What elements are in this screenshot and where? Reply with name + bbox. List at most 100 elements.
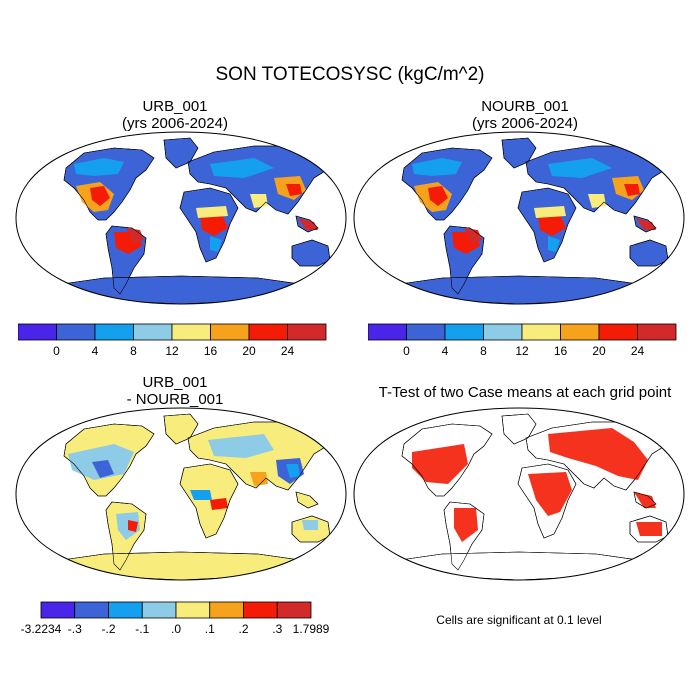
map-border xyxy=(353,131,685,305)
colorbar-box xyxy=(133,323,173,341)
coastline xyxy=(163,413,199,445)
panel-title-line1: T-Test of two Case means at each grid po… xyxy=(378,384,672,401)
colorbar-box xyxy=(94,323,134,341)
colorbar-tick-label: 16 xyxy=(554,344,568,358)
colorbar-tick-label: 20 xyxy=(592,344,606,358)
significance-note: Cells are significant at 0.1 level xyxy=(436,613,602,627)
field-patch xyxy=(90,186,110,206)
colorbar-tick-label: 12 xyxy=(165,344,179,358)
panel-title-line2: (yrs 2006-2024) xyxy=(122,115,228,132)
colorbar-tick-label: .3 xyxy=(272,622,282,636)
colorbar-box xyxy=(276,601,312,619)
colorbar-box xyxy=(483,323,523,341)
field-patch xyxy=(538,214,566,236)
map-urb xyxy=(15,131,347,305)
field-patch xyxy=(190,490,212,500)
coastline xyxy=(401,147,493,221)
colorbar-box xyxy=(209,601,244,619)
map-border xyxy=(15,407,347,581)
coastline xyxy=(291,515,331,543)
colorbar-box xyxy=(56,323,96,341)
colorbar-tick-label: .1 xyxy=(205,622,215,636)
colorbar-box xyxy=(248,323,288,341)
colorbar-diff: -3.2234 -.3 -.2 -.1 .0 .1 .2 .3 1.7989 xyxy=(21,601,330,636)
panel-title-line1: URB_001 xyxy=(142,98,208,115)
field-patch xyxy=(548,158,612,178)
colorbar-box xyxy=(141,601,177,619)
colorbar-box xyxy=(521,323,561,341)
map-border xyxy=(353,407,685,581)
coastline xyxy=(633,491,657,509)
colorbar-tick-label: 4 xyxy=(92,344,99,358)
field-patch xyxy=(208,434,274,458)
coastline xyxy=(401,423,493,497)
colorbar-tick-label: 24 xyxy=(631,344,645,358)
coastline xyxy=(179,187,239,263)
panel-title-ttest: T-Test of two Case means at each grid po… xyxy=(355,384,695,401)
panel-title-line2: (yrs 2006-2024) xyxy=(472,115,578,132)
significant-region xyxy=(636,522,662,536)
colorbar-box xyxy=(243,601,278,619)
colorbar-tick-label: .2 xyxy=(238,622,248,636)
colorbar-box xyxy=(175,601,211,619)
colorbar-box xyxy=(171,323,211,341)
colorbar-tick-label: 0 xyxy=(403,344,410,358)
field-patch xyxy=(200,214,228,236)
coastline xyxy=(179,463,239,539)
coastline xyxy=(443,225,485,295)
field-patch xyxy=(302,520,318,530)
colorbar-tick-label: 4 xyxy=(442,344,449,358)
coastline xyxy=(629,239,669,267)
colorbar-tick-label: 8 xyxy=(480,344,487,358)
colorbar-tick-label: 0 xyxy=(53,344,60,358)
colorbar-tick-label: .0 xyxy=(171,622,181,636)
field-patch xyxy=(126,228,144,244)
coastline xyxy=(105,501,147,571)
coastline xyxy=(63,423,155,497)
colorbar-box xyxy=(18,323,57,341)
coastline xyxy=(443,501,485,571)
colorbar-tick-label: 1.7989 xyxy=(293,622,330,636)
field-patch xyxy=(548,236,560,252)
colorbar-box xyxy=(287,323,327,341)
panel-title-line2: - NOURB_001 xyxy=(126,391,224,408)
field-patch xyxy=(196,206,228,218)
colorbar-urb: 0 4 8 12 16 20 24 xyxy=(18,323,327,358)
panel-title-urb: URB_001 (yrs 2006-2024) xyxy=(40,98,310,132)
field-patch xyxy=(128,520,138,532)
coastline xyxy=(291,239,331,267)
coastline xyxy=(517,463,577,539)
coastline xyxy=(501,137,537,169)
coastline xyxy=(501,413,537,445)
field-patch xyxy=(286,464,300,478)
field-patch xyxy=(210,498,228,510)
coastline xyxy=(295,491,319,509)
panel-title-nourb: NOURB_001 (yrs 2006-2024) xyxy=(390,98,660,132)
panel-title-line1: URB_001 xyxy=(142,374,208,391)
field-patch xyxy=(428,186,448,206)
significant-region xyxy=(634,492,656,508)
coastline xyxy=(63,147,155,221)
main-title: SON TOTECOSYSC (kgC/m^2) xyxy=(215,64,485,85)
map-nourb xyxy=(353,131,685,305)
coastline xyxy=(517,187,577,263)
colorbar-tick-label: -.3 xyxy=(68,622,82,636)
colorbar-tick-label: 16 xyxy=(204,344,218,358)
field-patch xyxy=(210,158,274,178)
significant-region xyxy=(454,508,478,542)
field-patch xyxy=(298,218,318,230)
field-patch xyxy=(464,228,482,244)
coastline xyxy=(633,215,657,233)
field-patch xyxy=(210,236,222,252)
significant-region xyxy=(412,444,468,484)
panel-title-diff: URB_001 - NOURB_001 xyxy=(40,374,310,408)
colorbar-box xyxy=(108,601,143,619)
colorbar-box xyxy=(368,323,407,341)
colorbar-tick-label: 12 xyxy=(515,344,529,358)
colorbar-box xyxy=(210,323,250,341)
colorbar-box xyxy=(444,323,484,341)
colorbar-box xyxy=(560,323,600,341)
map-border xyxy=(15,131,347,305)
field-patch xyxy=(412,158,462,176)
colorbar-tick-label: -3.2234 xyxy=(21,622,62,636)
